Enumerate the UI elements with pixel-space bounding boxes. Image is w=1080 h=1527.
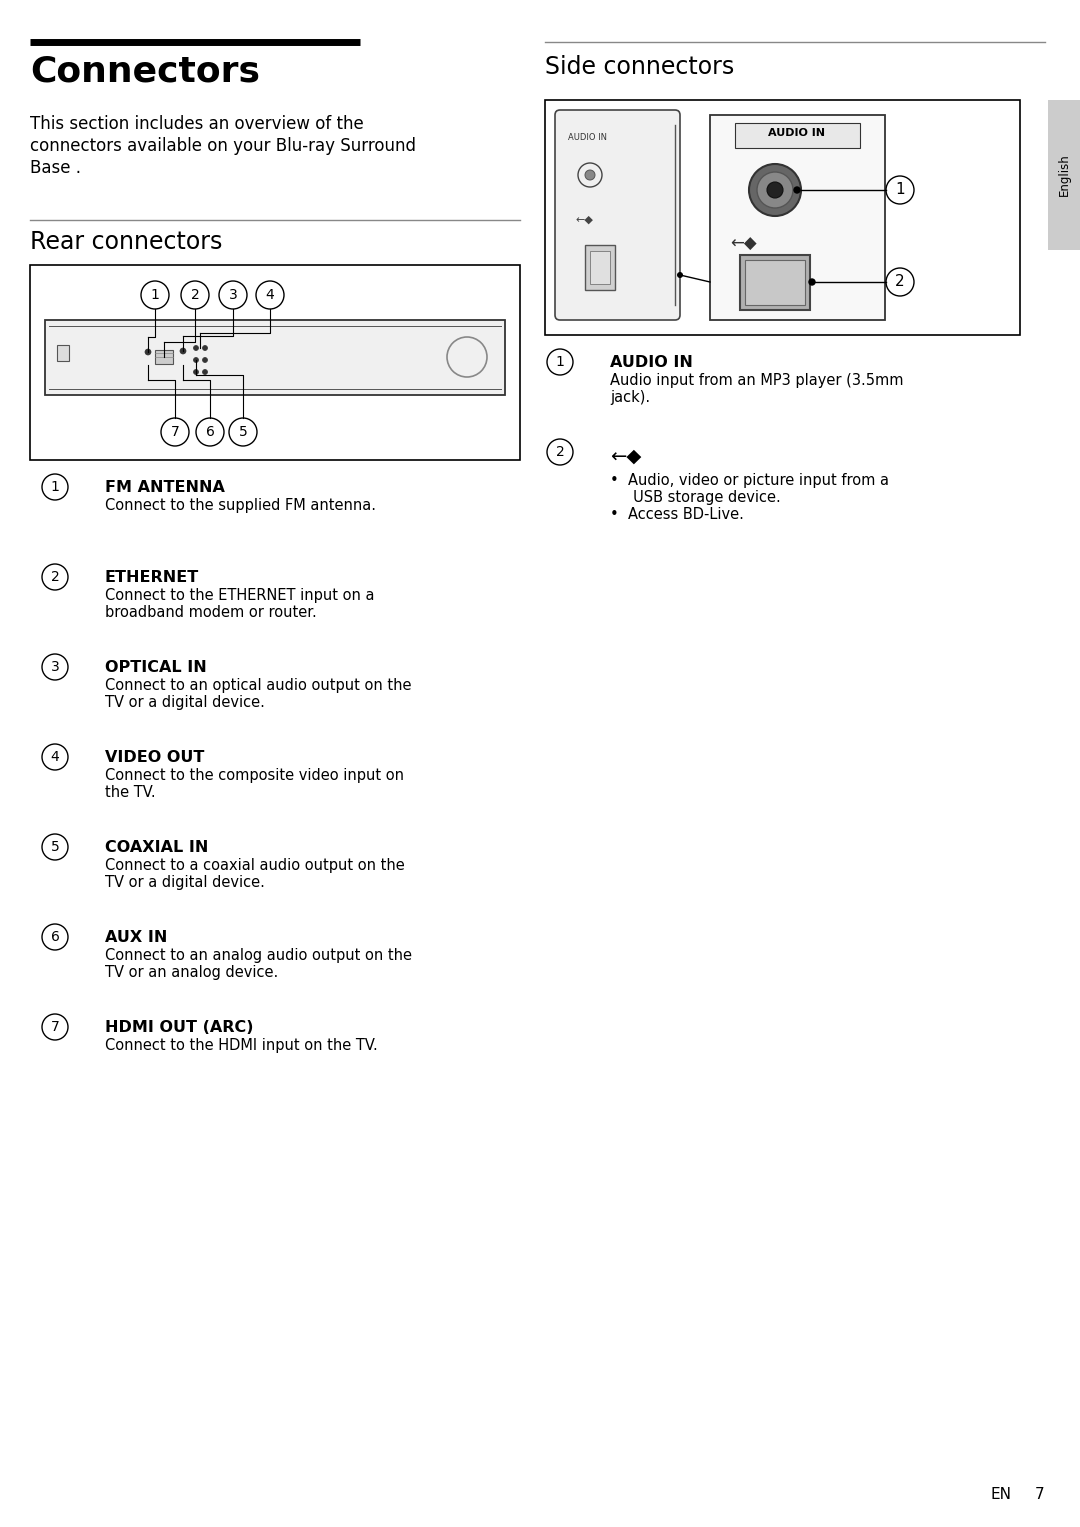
Circle shape — [677, 272, 683, 278]
Text: 4: 4 — [266, 289, 274, 302]
Circle shape — [203, 345, 207, 351]
Text: 1: 1 — [555, 354, 565, 370]
Text: 7: 7 — [1035, 1487, 1044, 1503]
Text: AUX IN: AUX IN — [105, 930, 167, 945]
Text: AUDIO IN: AUDIO IN — [610, 354, 693, 370]
FancyBboxPatch shape — [745, 260, 805, 305]
FancyBboxPatch shape — [1048, 99, 1080, 250]
Text: Connect to the HDMI input on the TV.: Connect to the HDMI input on the TV. — [105, 1038, 378, 1054]
Text: HDMI OUT (ARC): HDMI OUT (ARC) — [105, 1020, 254, 1035]
Text: TV or a digital device.: TV or a digital device. — [105, 875, 265, 890]
FancyBboxPatch shape — [590, 250, 610, 284]
Text: Base .: Base . — [30, 159, 81, 177]
FancyBboxPatch shape — [45, 321, 505, 395]
Circle shape — [193, 370, 199, 374]
Text: 5: 5 — [239, 425, 247, 438]
Text: 1: 1 — [895, 183, 905, 197]
Text: TV or a digital device.: TV or a digital device. — [105, 695, 265, 710]
Circle shape — [757, 173, 793, 208]
Text: 7: 7 — [51, 1020, 59, 1034]
Text: ←◆: ←◆ — [575, 215, 593, 224]
Circle shape — [193, 357, 199, 362]
Text: 2: 2 — [191, 289, 200, 302]
Circle shape — [193, 345, 199, 351]
FancyBboxPatch shape — [57, 345, 69, 360]
FancyBboxPatch shape — [30, 266, 519, 460]
Text: 2: 2 — [895, 275, 905, 290]
Text: 6: 6 — [205, 425, 215, 438]
Text: OPTICAL IN: OPTICAL IN — [105, 660, 206, 675]
FancyBboxPatch shape — [710, 115, 885, 321]
Text: TV or an analog device.: TV or an analog device. — [105, 965, 279, 980]
Circle shape — [203, 357, 207, 362]
FancyBboxPatch shape — [545, 99, 1020, 334]
Text: FM ANTENNA: FM ANTENNA — [105, 479, 225, 495]
Text: 7: 7 — [171, 425, 179, 438]
Text: Connect to the composite video input on: Connect to the composite video input on — [105, 768, 404, 783]
Text: 4: 4 — [51, 750, 59, 764]
Text: Connect to an analog audio output on the: Connect to an analog audio output on the — [105, 948, 411, 964]
Circle shape — [180, 348, 186, 354]
Text: This section includes an overview of the: This section includes an overview of the — [30, 115, 364, 133]
Circle shape — [809, 279, 815, 286]
Text: ←◆: ←◆ — [610, 447, 642, 466]
FancyBboxPatch shape — [555, 110, 680, 321]
Circle shape — [145, 350, 151, 354]
Circle shape — [585, 169, 595, 180]
Text: Rear connectors: Rear connectors — [30, 231, 222, 253]
Text: 5: 5 — [51, 840, 59, 854]
Text: Audio input from an MP3 player (3.5mm: Audio input from an MP3 player (3.5mm — [610, 373, 904, 388]
Circle shape — [750, 163, 801, 215]
Text: jack).: jack). — [610, 389, 650, 405]
Text: AUDIO IN: AUDIO IN — [769, 128, 825, 137]
Text: ←◆: ←◆ — [730, 235, 757, 253]
Text: English: English — [1057, 154, 1070, 197]
Text: 6: 6 — [51, 930, 59, 944]
Text: 3: 3 — [51, 660, 59, 673]
FancyBboxPatch shape — [740, 255, 810, 310]
Text: AUDIO IN: AUDIO IN — [568, 133, 607, 142]
Text: Connect to the supplied FM antenna.: Connect to the supplied FM antenna. — [105, 498, 376, 513]
Text: EN: EN — [990, 1487, 1011, 1503]
Text: ETHERNET: ETHERNET — [105, 570, 199, 585]
Circle shape — [794, 186, 800, 192]
Text: 1: 1 — [150, 289, 160, 302]
Text: 3: 3 — [229, 289, 238, 302]
Circle shape — [767, 182, 783, 199]
Text: Side connectors: Side connectors — [545, 55, 734, 79]
Text: 1: 1 — [51, 479, 59, 495]
Text: broadband modem or router.: broadband modem or router. — [105, 605, 316, 620]
Text: the TV.: the TV. — [105, 785, 156, 800]
Circle shape — [203, 370, 207, 374]
Text: VIDEO OUT: VIDEO OUT — [105, 750, 204, 765]
Text: Connectors: Connectors — [30, 55, 260, 89]
Text: 2: 2 — [51, 570, 59, 583]
Text: •  Access BD-Live.: • Access BD-Live. — [610, 507, 744, 522]
Text: COAXIAL IN: COAXIAL IN — [105, 840, 208, 855]
Text: 2: 2 — [555, 444, 565, 460]
Text: Connect to the ETHERNET input on a: Connect to the ETHERNET input on a — [105, 588, 375, 603]
Text: Connect to a coaxial audio output on the: Connect to a coaxial audio output on the — [105, 858, 405, 873]
FancyBboxPatch shape — [735, 124, 860, 148]
Text: connectors available on your Blu-ray Surround: connectors available on your Blu-ray Sur… — [30, 137, 416, 156]
Text: USB storage device.: USB storage device. — [610, 490, 781, 505]
Text: Connect to an optical audio output on the: Connect to an optical audio output on th… — [105, 678, 411, 693]
Text: •  Audio, video or picture input from a: • Audio, video or picture input from a — [610, 473, 889, 489]
FancyBboxPatch shape — [585, 244, 615, 290]
FancyBboxPatch shape — [156, 350, 173, 363]
